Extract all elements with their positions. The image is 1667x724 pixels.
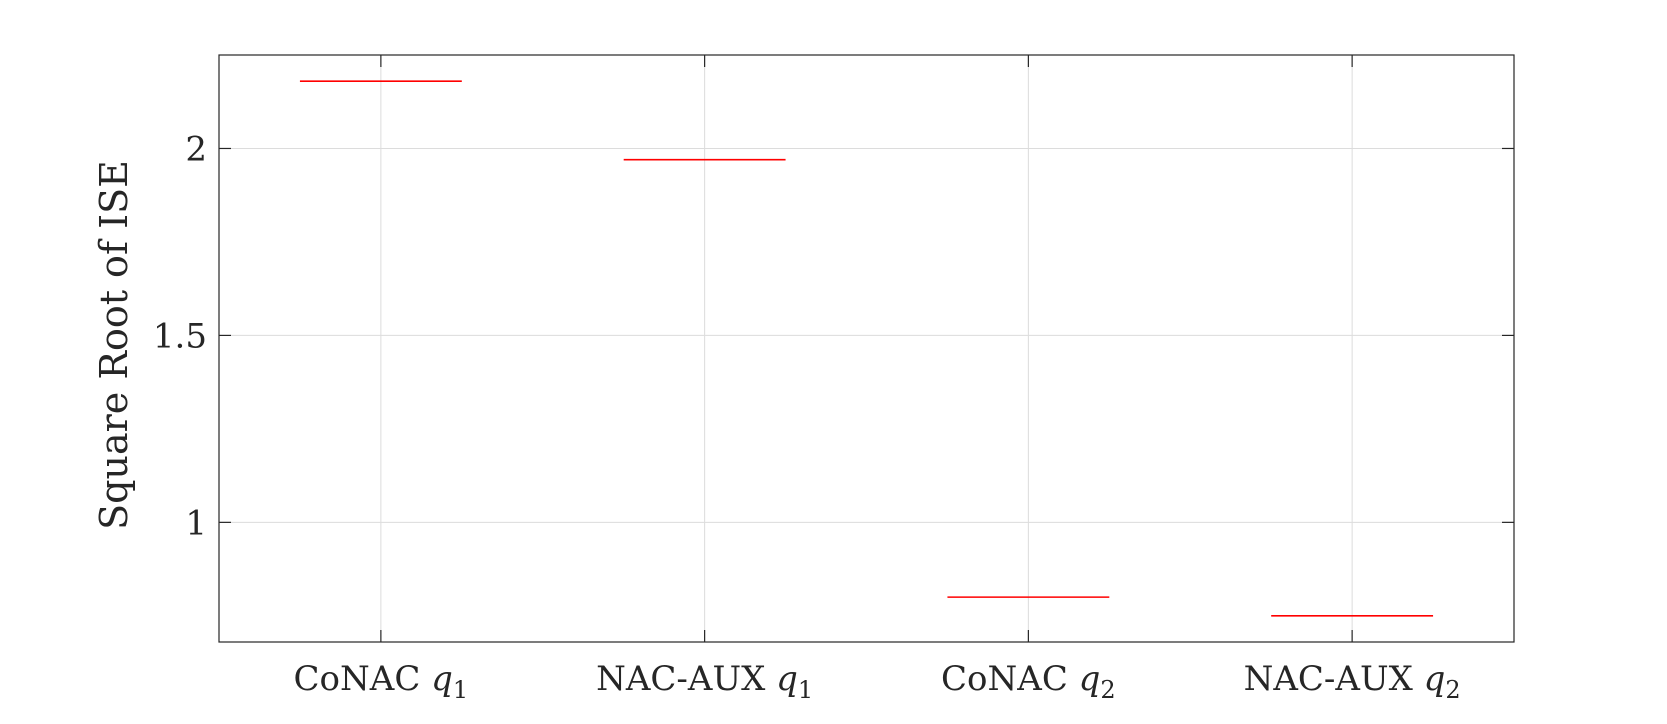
y-axis-label: Square Root of ISE	[92, 160, 136, 530]
median-layer	[299, 80, 1434, 617]
y-tick-label: 1	[185, 503, 207, 543]
grid-layer	[219, 55, 1514, 642]
x-tick-label: NAC-AUX q2	[1244, 659, 1461, 704]
x-tick-label: CoNAC q2	[941, 659, 1116, 704]
x-tick-label: NAC-AUX q1	[596, 659, 813, 704]
axes-layer	[218, 54, 1515, 643]
y-tick-label: 2	[185, 129, 207, 169]
axes-box	[218, 54, 1515, 643]
label-layer: Square Root of ISE 1 1.5 2 CoNAC q1 NAC-AUX …	[92, 129, 1461, 704]
x-tick-label: CoNAC q1	[294, 659, 469, 704]
y-tick-label: 1.5	[153, 316, 207, 356]
